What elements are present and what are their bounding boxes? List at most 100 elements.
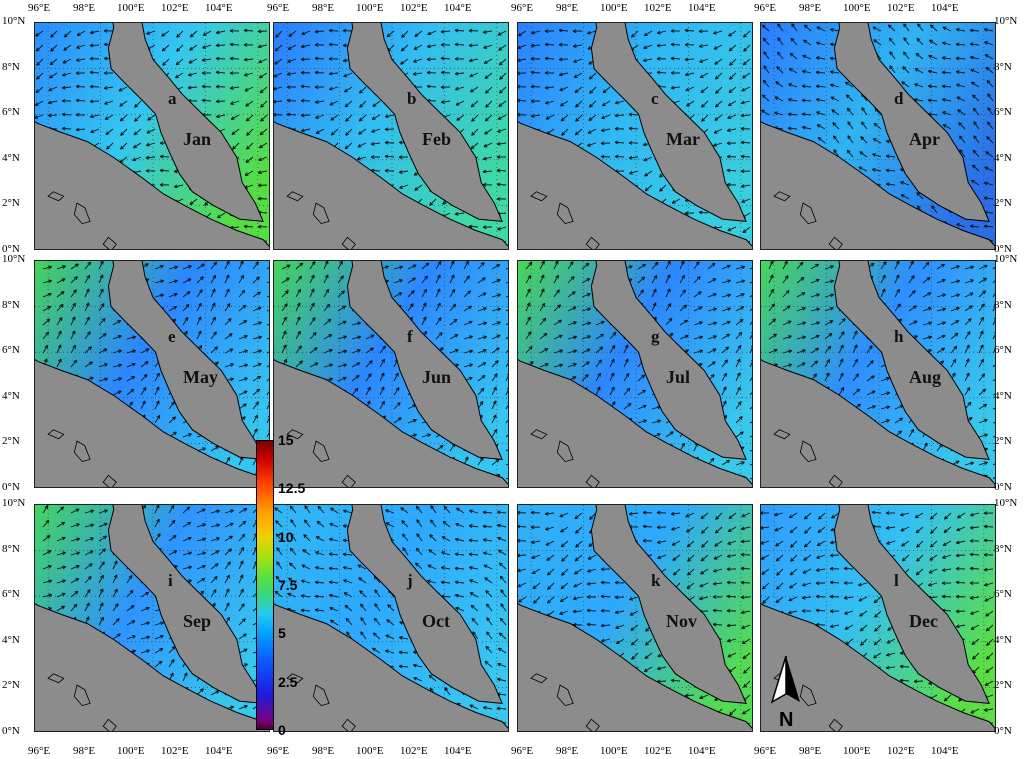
panel-letter: e (168, 327, 176, 346)
island-land (828, 718, 843, 731)
map-panel-dec: l Dec (760, 504, 996, 732)
island-land (773, 429, 791, 440)
island-land (286, 191, 304, 202)
lon-tick-label: 102°E (161, 2, 189, 14)
island-land (585, 718, 600, 731)
lon-tick-label: 100°E (600, 745, 628, 757)
island-land (773, 191, 791, 202)
panel-month-label: Nov (666, 611, 697, 631)
lon-tick-label: 96°E (754, 745, 777, 757)
island-land (585, 236, 600, 249)
colorbar-tick: 7.5 (278, 577, 298, 593)
island-land (286, 673, 304, 684)
colorbar-tick: 10 (278, 528, 294, 545)
sumatra-land (761, 603, 995, 731)
panel-letter: f (407, 327, 413, 346)
sumatra-land (518, 603, 752, 731)
lon-tick-label: 98°E (73, 745, 96, 757)
lat-tick-label-left: 6°N (2, 344, 20, 357)
lon-tick-label: 104°E (444, 745, 472, 757)
panel-letter: l (894, 571, 899, 590)
lat-tick-label-right: 8°N (994, 298, 1012, 311)
island-land (73, 684, 91, 707)
colorbar-tick: 5 (278, 625, 286, 642)
malay-peninsula-land (833, 261, 990, 460)
panel-letter: i (168, 571, 173, 590)
sumatra-land (35, 121, 269, 249)
lat-tick-label-left: 6°N (2, 106, 20, 119)
lat-tick-label-right: 8°N (994, 60, 1012, 73)
colorbar-tick: 15 (278, 432, 294, 448)
map-panel-jul: g Jul (517, 260, 753, 488)
island-land (556, 440, 574, 463)
island-land (73, 440, 91, 463)
island-land (341, 718, 356, 731)
sumatra-land (761, 359, 995, 487)
lat-tick-label-left: 0°N (2, 481, 20, 493)
panel-letter: g (651, 327, 660, 346)
malay-peninsula-land (107, 505, 264, 704)
lon-tick-label: 102°E (887, 2, 915, 14)
panel-month-label: Apr (909, 129, 940, 149)
lon-tick-label: 102°E (400, 745, 428, 757)
malay-peninsula-land (590, 505, 747, 704)
sumatra-land (35, 359, 269, 487)
lon-tick-label: 98°E (312, 2, 335, 14)
sumatra-land (274, 359, 508, 487)
panel-letter: h (894, 327, 904, 346)
lon-tick-label: 104°E (444, 2, 472, 14)
lon-tick-label: 102°E (644, 2, 672, 14)
panel-month-label: Aug (909, 367, 942, 387)
panel-month-label: Mar (666, 129, 700, 149)
sumatra-land (518, 359, 752, 487)
lon-tick-label: 104°E (688, 745, 716, 757)
malay-peninsula-land (590, 261, 747, 460)
sumatra-land (35, 603, 269, 731)
lon-tick-label: 102°E (161, 745, 189, 757)
lat-tick-label-left: 2°N (2, 679, 20, 692)
sumatra-land (274, 121, 508, 249)
lat-tick-label-right: 2°N (994, 197, 1012, 210)
north-arrow-label: N (779, 709, 793, 730)
map-panel-apr: d Apr (760, 22, 996, 250)
lat-tick-label-left: 10°N (2, 497, 26, 509)
lon-tick-label: 98°E (556, 2, 579, 14)
lon-tick-label: 100°E (117, 2, 145, 14)
island-land (73, 202, 91, 225)
lat-tick-label-right: 4°N (994, 633, 1012, 646)
lon-tick-label: 100°E (356, 2, 384, 14)
malay-peninsula-land (346, 505, 503, 704)
lat-tick-label-left: 0°N (2, 725, 20, 737)
lon-tick-label: 100°E (356, 745, 384, 757)
sumatra-land (761, 121, 995, 249)
panel-letter: c (651, 89, 659, 108)
map-panel-nov: k Nov (517, 504, 753, 732)
lat-tick-label-right: 10°N (994, 15, 1018, 27)
panel-month-label: Jun (422, 367, 452, 387)
island-land (530, 429, 548, 440)
north-arrow-icon: N (770, 655, 800, 730)
panel-letter: d (894, 89, 904, 108)
colorbar-tick: 12.5 (278, 480, 306, 497)
lat-tick-label-left: 8°N (2, 60, 20, 73)
island-land (828, 474, 843, 487)
malay-peninsula-land (346, 23, 503, 222)
lat-tick-label-right: 0°N (994, 725, 1012, 737)
lat-tick-label-left: 4°N (2, 151, 20, 164)
lat-tick-label-left: 10°N (2, 15, 26, 27)
lon-tick-label: 98°E (799, 745, 822, 757)
lon-tick-label: 102°E (400, 2, 428, 14)
map-panel-feb: b Feb (273, 22, 509, 250)
lat-tick-label-right: 6°N (994, 106, 1012, 119)
lon-tick-label: 104°E (931, 745, 959, 757)
map-panel-oct: j Oct (273, 504, 509, 732)
lat-tick-label-right: 0°N (994, 243, 1012, 255)
island-land (341, 474, 356, 487)
panel-month-label: Oct (422, 611, 450, 631)
lat-tick-label-left: 10°N (2, 253, 26, 265)
lat-tick-label-right: 8°N (994, 542, 1012, 555)
map-panel-aug: h Aug (760, 260, 996, 488)
wind-speed-colorbar (256, 440, 274, 730)
lon-tick-label: 102°E (644, 745, 672, 757)
panel-month-label: Jan (183, 129, 212, 149)
